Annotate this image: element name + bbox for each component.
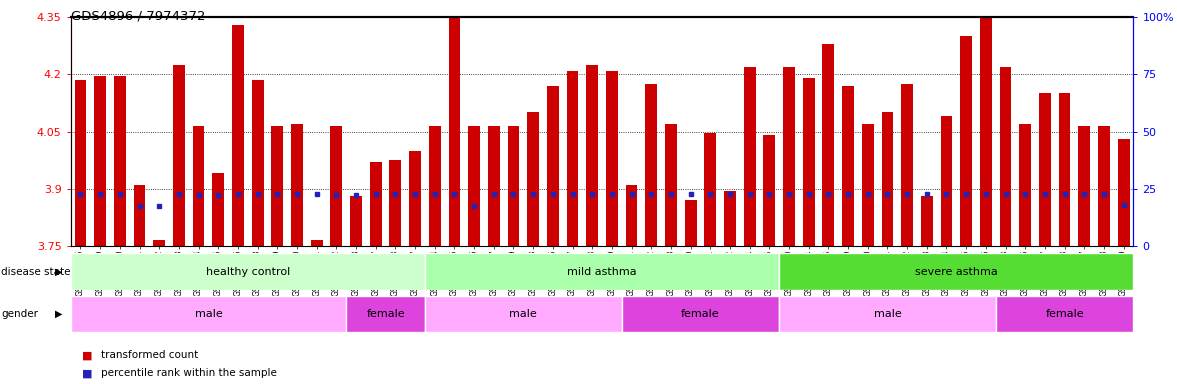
Bar [547, 86, 559, 246]
Bar [507, 126, 519, 246]
Bar [606, 71, 618, 246]
Bar [902, 84, 913, 246]
Bar [468, 126, 480, 246]
Text: ▶: ▶ [55, 309, 62, 319]
Bar [724, 190, 736, 246]
Bar [346, 296, 425, 332]
Bar [779, 253, 1133, 290]
Bar [527, 113, 539, 246]
Bar [331, 126, 343, 246]
Bar [1058, 93, 1070, 246]
Bar [425, 253, 779, 290]
Text: ■: ■ [82, 350, 93, 360]
Text: male: male [510, 309, 537, 319]
Bar [940, 116, 952, 246]
Bar [232, 25, 244, 246]
Bar [586, 65, 598, 246]
Bar [1118, 139, 1130, 246]
Bar [704, 133, 716, 246]
Bar [862, 124, 873, 246]
Bar [1098, 126, 1110, 246]
Text: mild asthma: mild asthma [567, 266, 637, 277]
Bar [71, 296, 346, 332]
Text: GDS4896 / 7974372: GDS4896 / 7974372 [71, 10, 205, 23]
Text: severe asthma: severe asthma [915, 266, 998, 277]
Bar [390, 160, 401, 246]
Bar [1039, 93, 1051, 246]
Bar [960, 36, 972, 246]
Text: male: male [873, 309, 902, 319]
Bar [173, 65, 185, 246]
Bar [71, 253, 425, 290]
Bar [428, 126, 440, 246]
Bar [920, 196, 932, 246]
Bar [410, 151, 421, 246]
Bar [645, 84, 657, 246]
Bar [370, 162, 381, 246]
Bar [252, 80, 264, 246]
Bar [626, 185, 638, 246]
Bar [843, 86, 855, 246]
Text: ■: ■ [82, 368, 93, 378]
Bar [153, 240, 165, 246]
Bar [114, 76, 126, 246]
Bar [783, 67, 794, 246]
Text: ▶: ▶ [55, 266, 62, 277]
Bar [744, 67, 756, 246]
Text: female: female [681, 309, 720, 319]
Bar [350, 196, 361, 246]
Text: percentile rank within the sample: percentile rank within the sample [101, 368, 277, 378]
Text: transformed count: transformed count [101, 350, 199, 360]
Bar [272, 126, 284, 246]
Bar [980, 17, 992, 246]
Bar [803, 78, 814, 246]
Text: female: female [1045, 309, 1084, 319]
Bar [425, 296, 621, 332]
Bar [291, 124, 302, 246]
Bar [311, 240, 322, 246]
Bar [566, 71, 578, 246]
Bar [996, 296, 1133, 332]
Text: healthy control: healthy control [206, 266, 290, 277]
Bar [193, 126, 205, 246]
Bar [488, 126, 500, 246]
Bar [94, 76, 106, 246]
Bar [448, 6, 460, 246]
Text: gender: gender [1, 309, 38, 319]
Bar [134, 185, 146, 246]
Bar [1078, 126, 1090, 246]
Bar [823, 44, 834, 246]
Bar [779, 296, 996, 332]
Text: male: male [194, 309, 222, 319]
Bar [764, 135, 776, 246]
Text: disease state: disease state [1, 266, 71, 277]
Bar [999, 67, 1011, 246]
Bar [74, 80, 86, 246]
Bar [882, 113, 893, 246]
Text: female: female [366, 309, 405, 319]
Bar [212, 174, 224, 246]
Bar [621, 296, 779, 332]
Bar [1019, 124, 1031, 246]
Bar [665, 124, 677, 246]
Bar [685, 200, 697, 246]
